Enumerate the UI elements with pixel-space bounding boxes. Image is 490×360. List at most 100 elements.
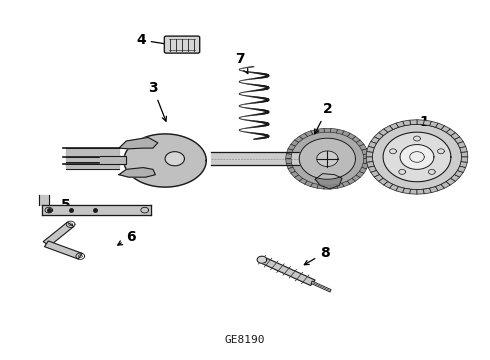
Polygon shape (460, 147, 467, 152)
Text: 2: 2 (315, 102, 332, 134)
Polygon shape (317, 151, 338, 167)
Polygon shape (356, 140, 364, 146)
Polygon shape (330, 129, 338, 133)
Polygon shape (384, 181, 393, 188)
Polygon shape (286, 149, 293, 154)
Polygon shape (352, 136, 360, 143)
Polygon shape (396, 121, 404, 127)
Polygon shape (311, 183, 319, 188)
Polygon shape (119, 168, 155, 177)
Polygon shape (286, 163, 293, 168)
Polygon shape (400, 145, 434, 169)
Polygon shape (288, 144, 295, 150)
Polygon shape (291, 171, 299, 177)
Polygon shape (368, 141, 376, 148)
Polygon shape (410, 189, 417, 194)
Polygon shape (441, 181, 450, 188)
Polygon shape (403, 188, 411, 194)
Polygon shape (371, 171, 379, 177)
Polygon shape (363, 159, 369, 164)
Polygon shape (305, 131, 313, 136)
Polygon shape (390, 184, 398, 191)
Polygon shape (288, 167, 295, 173)
Polygon shape (336, 129, 344, 134)
Polygon shape (362, 149, 368, 154)
Polygon shape (294, 175, 303, 181)
Polygon shape (461, 157, 468, 162)
Polygon shape (371, 137, 379, 143)
Polygon shape (342, 181, 350, 186)
Polygon shape (396, 186, 404, 193)
Polygon shape (458, 141, 466, 148)
Polygon shape (359, 144, 367, 150)
Polygon shape (368, 166, 376, 172)
Polygon shape (291, 140, 299, 146)
Polygon shape (454, 137, 463, 143)
Polygon shape (362, 163, 368, 168)
Polygon shape (356, 171, 364, 177)
Polygon shape (305, 181, 313, 186)
Polygon shape (260, 257, 315, 285)
Polygon shape (461, 152, 468, 157)
Polygon shape (311, 129, 319, 134)
Polygon shape (99, 156, 126, 164)
Polygon shape (363, 154, 369, 159)
Polygon shape (342, 131, 350, 136)
Polygon shape (324, 129, 331, 132)
Polygon shape (294, 136, 303, 143)
Polygon shape (347, 178, 356, 184)
Polygon shape (374, 175, 383, 181)
Text: 8: 8 (304, 246, 330, 265)
Polygon shape (299, 178, 308, 184)
Text: 1: 1 (417, 114, 429, 148)
Polygon shape (317, 185, 324, 189)
Polygon shape (124, 134, 206, 187)
Polygon shape (423, 188, 431, 194)
FancyBboxPatch shape (164, 36, 200, 53)
Polygon shape (347, 133, 356, 139)
Polygon shape (430, 121, 438, 127)
Polygon shape (374, 132, 383, 139)
Polygon shape (383, 132, 451, 182)
Polygon shape (417, 189, 424, 194)
Polygon shape (460, 162, 467, 167)
Polygon shape (366, 152, 373, 157)
Polygon shape (379, 178, 388, 185)
Text: 7: 7 (235, 53, 248, 73)
Polygon shape (359, 167, 367, 173)
Polygon shape (315, 174, 342, 189)
Text: 6: 6 (118, 230, 136, 245)
Polygon shape (299, 133, 308, 139)
Polygon shape (446, 129, 455, 136)
Polygon shape (384, 126, 393, 132)
Polygon shape (45, 241, 82, 259)
Polygon shape (417, 120, 424, 125)
Polygon shape (410, 120, 417, 125)
Polygon shape (423, 120, 431, 126)
Polygon shape (451, 175, 460, 181)
Text: 5: 5 (61, 198, 84, 214)
Text: 4: 4 (136, 33, 171, 47)
Polygon shape (367, 147, 374, 152)
Polygon shape (458, 166, 466, 172)
Polygon shape (257, 256, 267, 263)
Polygon shape (43, 222, 74, 246)
Polygon shape (336, 183, 344, 188)
Polygon shape (299, 138, 355, 179)
Polygon shape (119, 138, 158, 149)
Polygon shape (403, 120, 411, 126)
Text: 3: 3 (148, 81, 167, 121)
Polygon shape (291, 132, 364, 185)
Polygon shape (451, 132, 460, 139)
Polygon shape (379, 129, 388, 136)
Polygon shape (436, 184, 444, 191)
Polygon shape (165, 152, 184, 166)
Polygon shape (441, 126, 450, 132)
Polygon shape (352, 175, 360, 181)
Polygon shape (454, 171, 463, 177)
Polygon shape (286, 159, 292, 164)
Polygon shape (330, 185, 338, 189)
Text: GE8190: GE8190 (225, 335, 265, 345)
Polygon shape (446, 178, 455, 185)
Polygon shape (372, 124, 462, 190)
